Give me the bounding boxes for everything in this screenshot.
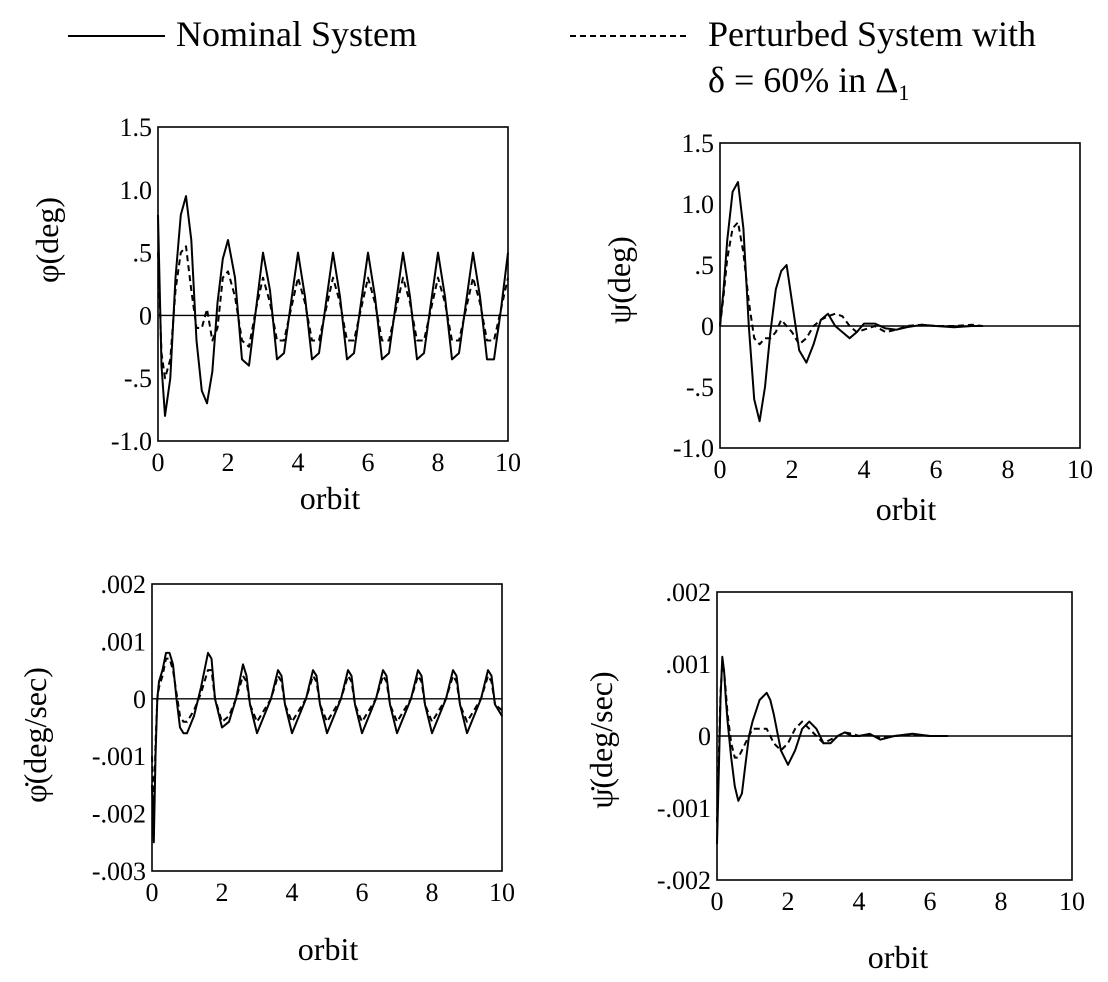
panel-phi-dot-y-tick-label: -.003 xyxy=(92,857,146,886)
panel-psi-dot-x-ticks: 0 2 4 6 8 10 xyxy=(711,887,1086,916)
panel-psi-dot-perturbed-line xyxy=(716,663,948,823)
panel-psi-x-ticks: 0 2 4 6 8 10 xyxy=(714,455,1094,484)
panel-phi-dot-y-ticks: .002 .001 0 -.001 -.002 -.003 xyxy=(92,570,146,886)
panel-phi-x-ticks: 0 2 4 6 8 10 xyxy=(152,448,522,477)
panel-psi-dot-x-tick-label: 0 xyxy=(711,887,724,916)
panel-phi-dot-x-ticks: 0 2 4 6 8 10 xyxy=(146,878,516,907)
panel-phi-dot-x-tick-label: 2 xyxy=(216,878,229,907)
panel-phi-dot-ylabel: φ̇(deg/sec) xyxy=(17,667,53,803)
panel-psi-dot-y-tick-label: .002 xyxy=(666,578,712,607)
panel-psi-dot-x-tick-label: 2 xyxy=(782,887,795,916)
panel-psi-x-tick-label: 8 xyxy=(1002,455,1015,484)
legend-nominal-label: Nominal System xyxy=(176,14,417,54)
panel-phi-y-tick-label: .5 xyxy=(133,239,153,268)
panel-phi-perturbed-line xyxy=(157,245,509,380)
panel-psi-dot-ylabel: ψ̇(deg/sec) xyxy=(583,671,619,808)
panel-phi-dot-xlabel: orbit xyxy=(298,931,359,967)
panel-psi-dot-y-tick-label: .001 xyxy=(666,650,712,679)
panel-phi-dot-series xyxy=(151,651,503,844)
panel-psi-dot-x-tick-label: 4 xyxy=(853,887,866,916)
panel-psi-dot-y-ticks: .002 .001 0 -.001 -.002 xyxy=(657,578,711,895)
panel-phi-y-ticks: 1.5 1.0 .5 0 -.5 -1.0 xyxy=(111,113,152,456)
panel-psi-dot-x-tick-label: 8 xyxy=(995,887,1008,916)
panel-phi-x-tick-label: 4 xyxy=(292,448,305,477)
panel-phi-x-tick-label: 6 xyxy=(362,448,375,477)
panel-psi-y-ticks: 1.5 1.0 .5 0 -.5 -1.0 xyxy=(673,129,714,463)
panel-psi-y-tick-label: .5 xyxy=(695,251,715,280)
panel-phi-frame xyxy=(157,126,509,442)
panel-phi-x-tick-label: 2 xyxy=(222,448,235,477)
panel-phi-dot-frame xyxy=(151,583,503,872)
panel-phi-dot-perturbed-line xyxy=(151,657,503,815)
panel-phi: 1.5 1.0 .5 0 -.5 -1.0 0 2 4 6 8 10 orbit φ(deg) xyxy=(29,113,521,516)
panel-phi-series xyxy=(157,195,509,417)
panel-psi-series xyxy=(719,181,983,423)
panel-psi-x-tick-label: 10 xyxy=(1067,455,1093,484)
panel-phi-xlabel: orbit xyxy=(300,480,361,516)
panel-psi-dot-y-tick-label: -.001 xyxy=(657,794,711,823)
panel-phi-y-tick-label: -.5 xyxy=(124,364,152,393)
panel-psi-dot-xlabel: orbit xyxy=(868,939,929,975)
panel-phi-dot-x-tick-label: 6 xyxy=(356,878,369,907)
panel-phi-dot-y-tick-label: 0 xyxy=(133,685,146,714)
panel-psi-frame xyxy=(719,142,1081,449)
panel-phi-nominal-line xyxy=(157,195,509,417)
panel-phi-y-tick-label: 1.5 xyxy=(120,113,153,142)
panel-psi-x-tick-label: 6 xyxy=(930,455,943,484)
panel-phi-ylabel: φ(deg) xyxy=(29,197,65,283)
panel-phi-dot-nominal-line xyxy=(151,651,503,844)
panel-psi-xlabel: orbit xyxy=(876,491,937,527)
panel-phi-dot: .002 .001 0 -.001 -.002 -.003 0 2 4 6 8 10 orbit φ… xyxy=(17,570,515,967)
panel-psi-dot-x-tick-label: 6 xyxy=(924,887,937,916)
panel-psi-nominal-line xyxy=(719,181,983,423)
panel-psi-y-tick-label: -1.0 xyxy=(673,434,714,463)
panel-phi-dot-y-tick-label: -.002 xyxy=(92,800,146,829)
legend-perturbed-label: Perturbed System with xyxy=(708,14,1036,54)
panel-psi-dot-x-tick-label: 10 xyxy=(1059,887,1085,916)
panel-psi-dot-y-tick-label: 0 xyxy=(698,722,711,751)
panel-phi-y-tick-label: 0 xyxy=(139,301,152,330)
panel-phi-x-tick-label: 8 xyxy=(432,448,445,477)
panel-psi-dot: .002 .001 0 -.001 -.002 0 2 4 6 8 10 orbit ψ̇(deg… xyxy=(583,578,1085,975)
panel-psi-x-tick-label: 2 xyxy=(786,455,799,484)
panel-psi-x-tick-label: 0 xyxy=(714,455,727,484)
panel-psi-y-tick-label: 1.5 xyxy=(682,129,715,158)
panel-phi-x-tick-label: 10 xyxy=(495,448,521,477)
panel-psi-dot-nominal-line xyxy=(716,655,948,845)
panel-phi-dot-y-tick-label: .001 xyxy=(101,627,147,656)
panel-psi-y-tick-label: 0 xyxy=(701,312,714,341)
panel-psi-y-tick-label: -.5 xyxy=(686,373,714,402)
panel-psi-ylabel: ψ(deg) xyxy=(601,236,637,324)
panel-psi-perturbed-line xyxy=(719,221,983,346)
panel-phi-dot-x-tick-label: 10 xyxy=(489,878,515,907)
panel-phi-dot-y-tick-label: -.001 xyxy=(92,742,146,771)
panel-phi-dot-x-tick-label: 8 xyxy=(426,878,439,907)
legend-perturbed-condition-text: δ = 60% in Δ xyxy=(708,60,898,100)
legend-perturbed-condition: δ = 60% in Δ1 xyxy=(708,60,909,105)
panel-psi-dot-series xyxy=(716,655,948,845)
legend: Nominal System Perturbed System with δ =… xyxy=(68,14,1036,105)
legend-perturbed-condition-subscript: 1 xyxy=(898,80,909,105)
panel-phi-x-tick-label: 0 xyxy=(152,448,165,477)
panel-phi-y-tick-label: -1.0 xyxy=(111,427,152,456)
panel-phi-dot-x-tick-label: 4 xyxy=(286,878,299,907)
panel-psi-y-tick-label: 1.0 xyxy=(682,190,715,219)
panel-psi: 1.5 1.0 .5 0 -.5 -1.0 0 2 4 6 8 10 orbit ψ(deg) xyxy=(601,129,1093,527)
panel-phi-dot-x-tick-label: 0 xyxy=(146,878,159,907)
panel-psi-x-tick-label: 4 xyxy=(858,455,871,484)
panel-phi-y-tick-label: 1.0 xyxy=(120,176,153,205)
panel-psi-dot-y-tick-label: -.002 xyxy=(657,866,711,895)
panel-phi-dot-y-tick-label: .002 xyxy=(101,570,147,599)
